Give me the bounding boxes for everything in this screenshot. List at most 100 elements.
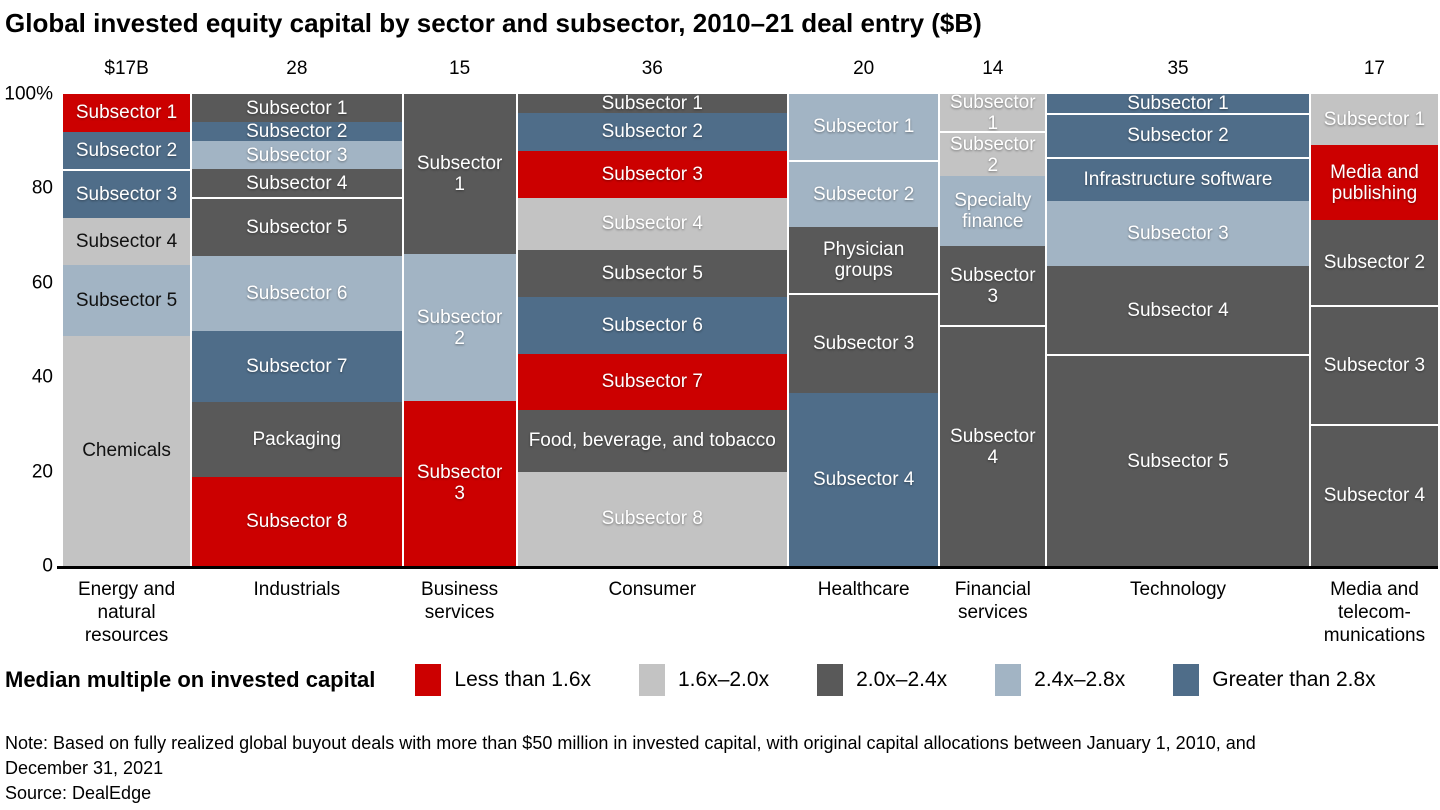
column-total-energy-and-natural-resources: $17B: [104, 58, 149, 79]
segment-energy-and-natural-resources-chemicals: Chemicals: [63, 335, 191, 566]
segment-label: Subsector 7: [246, 355, 348, 377]
bar-column-healthcare: Subsector 1 Subsector 2 Physician groups Su…: [788, 94, 939, 566]
legend-label: 2.4x–2.8x: [1034, 668, 1126, 691]
column-total-industrials: 28: [286, 58, 308, 79]
segment-label: Subsector 2: [75, 139, 178, 161]
legend-items: Less than 1.6x 1.6x–2.0x 2.0x–2.4x 2.4x–2.8…: [415, 664, 1376, 696]
segment-business-services-subsector-2: Subsector 2: [403, 254, 516, 401]
legend: Median multiple on invested capital Less…: [5, 664, 1440, 696]
segment-energy-and-natural-resources-subsector-4: Subsector 4: [63, 218, 191, 266]
bar-column-industrials: Subsector 1 Subsector 2 Subsector 3 Subsect…: [192, 94, 402, 567]
segment-consumer-food-beverage-and-tobacco: Food, beverage, and tobacco: [517, 410, 787, 472]
segment-media-and-telecom-munications-subsector-3: Subsector 3: [1310, 304, 1438, 424]
legend-label: Greater than 2.8x: [1212, 668, 1376, 691]
sector-label-energy-and-natural-resources: Energy and natural resources: [77, 579, 176, 646]
segment-healthcare-subsector-4: Subsector 4: [788, 392, 939, 566]
column-total-consumer: 36: [641, 58, 663, 79]
segment-label: Subsector 4: [246, 172, 348, 194]
segment-label: Subsector 1: [950, 91, 1036, 134]
chart-title: Global invested equity capital by sector…: [5, 8, 982, 38]
segment-label: Subsector 4: [601, 213, 703, 235]
y-tick-label-40: 40: [31, 366, 53, 388]
legend-swatch-darkblue: [1173, 664, 1200, 696]
segment-healthcare-subsector-3: Subsector 3: [788, 292, 939, 393]
segment-financial-services-subsector-4: Subsector 4: [940, 325, 1046, 567]
segment-consumer-subsector-5: Subsector 5: [517, 249, 787, 297]
bar-column-energy-and-natural-resources: Subsector 1 Subsector 2 Subsector 3 Subsect…: [63, 94, 191, 566]
segment-industrials-subsector-5: Subsector 5: [192, 197, 402, 256]
segment-label: Subsector 3: [812, 333, 915, 355]
segment-label: Food, beverage, and tobacco: [528, 430, 776, 452]
segment-label: Media and publishing: [1330, 161, 1419, 204]
segment-label: Subsector 1: [246, 97, 348, 119]
segment-media-and-telecom-munications-subsector-1: Subsector 1: [1310, 94, 1438, 146]
sector-label-financial-services: Financial services: [954, 579, 1031, 623]
legend-swatch-darkgray: [817, 664, 844, 696]
segment-label: Subsector 3: [416, 462, 503, 505]
column-totals-row: $17B 28 15 36 20 14 35 17: [63, 57, 1438, 80]
legend-label: 1.6x–2.0x: [678, 668, 770, 691]
segment-label: Subsector 5: [75, 289, 178, 311]
segment-label: Subsector 6: [601, 314, 703, 336]
y-tick-label-20: 20: [31, 461, 53, 483]
segment-consumer-subsector-3: Subsector 3: [517, 150, 787, 198]
legend-item-1-6x-2-0x: 1.6x–2.0x: [639, 664, 769, 696]
segment-label: Subsector 2: [812, 183, 915, 205]
segment-label: Subsector 1: [812, 116, 915, 138]
segment-label: Subsector 5: [246, 217, 348, 239]
segment-consumer-subsector-4: Subsector 4: [517, 197, 787, 250]
segment-financial-services-subsector-2: Subsector 2: [940, 131, 1046, 176]
segment-healthcare-subsector-1: Subsector 1: [788, 94, 939, 160]
segment-technology-subsector-2: Subsector 2: [1047, 112, 1309, 157]
segment-label: Subsector 2: [601, 121, 703, 143]
sector-label-consumer: Consumer: [608, 579, 697, 600]
segment-technology-subsector-1: Subsector 1: [1047, 93, 1309, 114]
segment-consumer-subsector-7: Subsector 7: [517, 353, 787, 411]
sector-labels-row: Energy and natural resources Industrials B…: [63, 578, 1438, 647]
segment-energy-and-natural-resources-subsector-2: Subsector 2: [63, 131, 191, 170]
segment-label: Subsector 4: [75, 231, 178, 253]
segment-label: Subsector 2: [1127, 125, 1229, 147]
x-axis-line: [57, 566, 1438, 569]
y-axis: 100% 80 60 40 20 0: [0, 85, 56, 576]
legend-swatch-lightblue: [995, 664, 1022, 696]
legend-label: Less than 1.6x: [454, 668, 591, 691]
bar-column-financial-services: Subsector 1 Subsector 2 Specialty finance S…: [940, 91, 1046, 567]
segment-label: Subsector 8: [601, 508, 703, 530]
mekko-bars-area: Subsector 1 Subsector 2 Subsector 3 Subsect…: [63, 91, 1438, 567]
segment-financial-services-subsector-3: Subsector 3: [940, 245, 1046, 326]
note-line-1: Note: Based on fully realized global buy…: [5, 733, 1256, 753]
segment-industrials-subsector-2: Subsector 2: [192, 121, 402, 142]
legend-title: Median multiple on invested capital: [5, 667, 376, 692]
legend-item-less-than-1-6x: Less than 1.6x: [415, 664, 591, 696]
segment-industrials-subsector-6: Subsector 6: [192, 255, 402, 332]
segment-label: Chemicals: [82, 440, 171, 462]
y-tick-label-80: 80: [31, 177, 53, 199]
sector-label-technology: Technology: [1129, 579, 1227, 600]
bar-column-consumer: Subsector 1 Subsector 2 Subsector 3 Subsect…: [517, 93, 787, 567]
y-tick-label-0: 0: [42, 555, 53, 577]
legend-swatch-lightgray: [639, 664, 665, 696]
segment-industrials-packaging: Packaging: [192, 401, 402, 477]
legend-item-2-0x-2-4x: 2.0x–2.4x: [817, 664, 947, 696]
segment-business-services-subsector-1: Subsector 1: [403, 94, 516, 255]
segment-consumer-subsector-8: Subsector 8: [517, 471, 787, 567]
segment-label: Subsector 1: [416, 153, 503, 196]
column-total-healthcare: 20: [853, 58, 875, 79]
segment-technology-subsector-5: Subsector 5: [1047, 354, 1309, 566]
segment-label: Subsector 1: [75, 102, 178, 124]
segment-label: Subsector 1: [1323, 109, 1426, 131]
segment-label: Subsector 3: [75, 184, 178, 206]
segment-energy-and-natural-resources-subsector-3: Subsector 3: [63, 169, 191, 219]
segment-consumer-subsector-2: Subsector 2: [517, 112, 787, 151]
segment-label: Subsector 2: [950, 133, 1036, 176]
column-total-technology: 35: [1167, 58, 1189, 79]
legend-swatch-red: [415, 664, 442, 696]
segment-label: Subsector 7: [601, 371, 703, 393]
legend-item-greater-than-2-8x: Greater than 2.8x: [1173, 664, 1376, 696]
segment-healthcare-subsector-2: Subsector 2: [788, 159, 939, 228]
segment-label: Subsector 4: [1127, 299, 1229, 321]
bar-column-business-services: Subsector 1 Subsector 2 Subsector 3: [403, 94, 516, 566]
sector-label-industrials: Industrials: [253, 579, 341, 600]
segment-technology-subsector-4: Subsector 4: [1047, 265, 1309, 355]
